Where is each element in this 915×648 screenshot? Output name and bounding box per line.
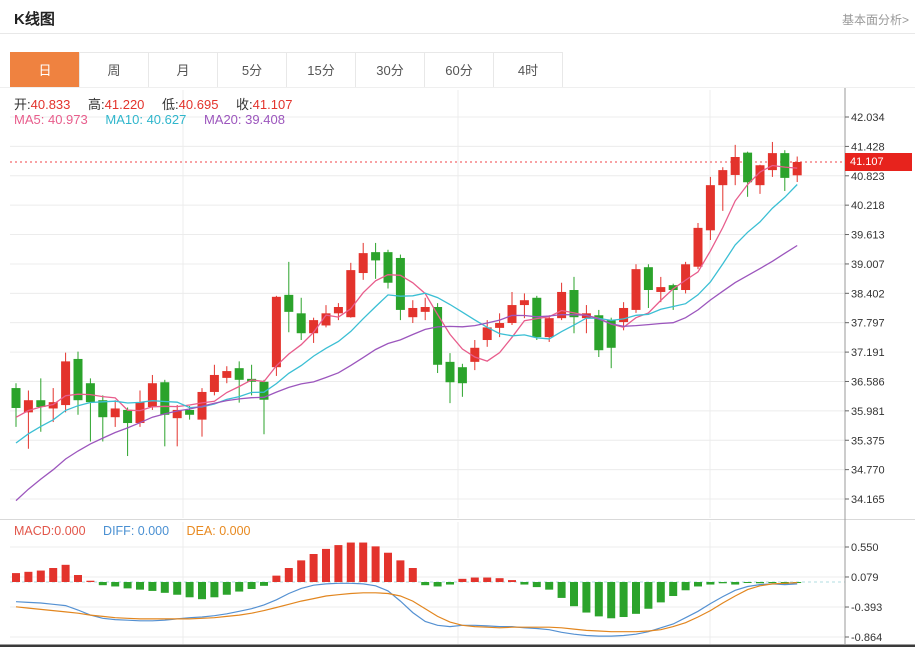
high-value: 41.220 — [104, 97, 145, 112]
macd-axis-label: -0.864 — [851, 632, 882, 644]
price-axis-label: 37.797 — [851, 318, 885, 330]
tab-day[interactable]: 日 — [10, 52, 80, 88]
close-label: 收: — [236, 97, 253, 112]
macd-axis-label: -0.393 — [851, 602, 882, 614]
fundamental-analysis-link[interactable]: 基本面分析> — [841, 13, 909, 27]
macd-value: 0.000 — [54, 524, 86, 538]
price-axis-label: 37.191 — [851, 347, 885, 359]
price-axis-label: 40.218 — [851, 200, 885, 212]
price-axis-label: 34.770 — [851, 465, 885, 477]
ma5-value: 40.973 — [47, 112, 88, 127]
tab-5min[interactable]: 5分 — [217, 52, 287, 88]
current-price-badge: 41.107 — [845, 153, 912, 171]
ma-info: MA5: 40.973 MA10: 40.627 MA20: 39.408 — [14, 112, 299, 127]
price-axis-label: 34.165 — [851, 494, 885, 506]
dea-label: DEA: — [186, 524, 216, 538]
tab-bar-divider — [0, 87, 915, 88]
header-divider — [0, 33, 915, 34]
price-axis-label: 36.586 — [851, 376, 885, 388]
tab-30min[interactable]: 30分 — [355, 52, 425, 88]
ma5-label: MA5: — [14, 112, 45, 127]
ma10-value: 40.627 — [146, 112, 187, 127]
price-axis-label: 35.375 — [851, 435, 885, 447]
price-axis-label: 41.428 — [851, 141, 885, 153]
macd-info: MACD:0.000 DIFF: 0.000 DEA: 0.000 — [14, 524, 265, 538]
ma20-value: 39.408 — [245, 112, 285, 127]
dea-value: 0.000 — [219, 524, 251, 538]
open-label: 开: — [14, 97, 31, 112]
interval-tab-bar: 日周月 5分 15分 30分 60分 4时 — [10, 52, 563, 88]
ohlc-info: 开:40.833 高:41.220 低:40.695 收:41.107 — [14, 94, 306, 113]
price-axis-label: 35.981 — [851, 406, 885, 418]
tab-month[interactable]: 月 — [148, 52, 218, 88]
low-label: 低: — [162, 97, 179, 112]
ma10-label: MA10: — [105, 112, 143, 127]
diff-label: DIFF: — [103, 524, 135, 538]
close-value: 41.107 — [252, 97, 293, 112]
tab-60min[interactable]: 60分 — [424, 52, 494, 88]
price-axis-label: 39.007 — [851, 259, 885, 271]
diff-value: 0.000 — [137, 524, 170, 538]
tab-15min[interactable]: 15分 — [286, 52, 356, 88]
macd-label: MACD: — [14, 524, 55, 538]
macd-axis-label: 0.079 — [851, 572, 879, 584]
price-axis-label: 38.402 — [851, 288, 885, 300]
low-value: 40.695 — [178, 97, 219, 112]
page-title: K线图 — [14, 11, 55, 28]
price-axis-label: 39.613 — [851, 230, 885, 242]
open-value: 40.833 — [30, 97, 71, 112]
price-axis-label: 42.034 — [851, 112, 885, 124]
ma20-label: MA20: — [203, 112, 242, 127]
high-label: 高: — [88, 97, 105, 112]
macd-axis-label: 0.550 — [851, 542, 879, 554]
price-axis-label: 40.823 — [851, 171, 885, 183]
